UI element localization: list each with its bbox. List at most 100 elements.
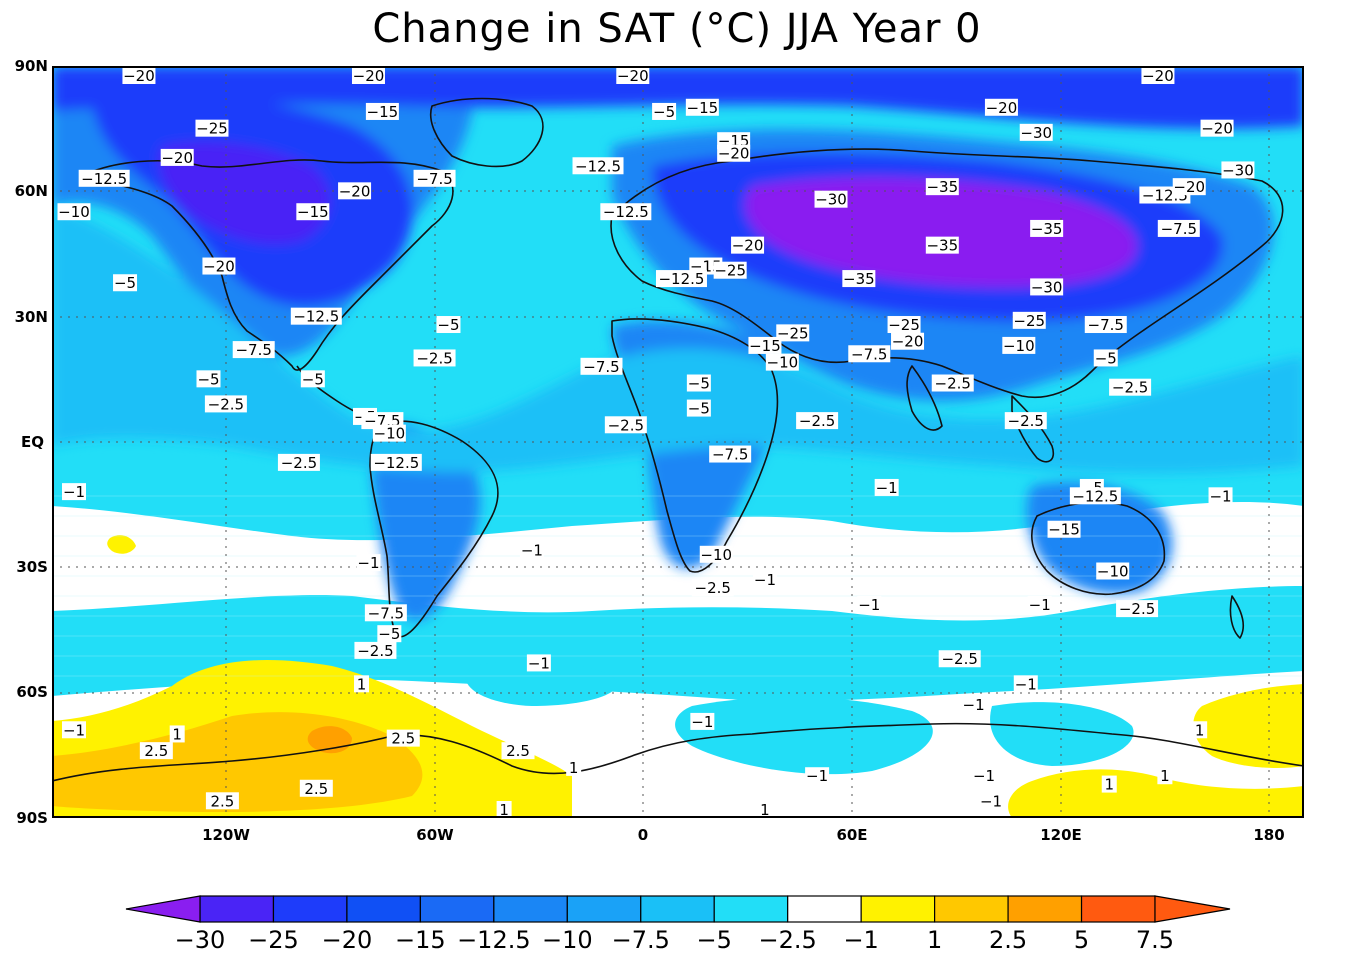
contour-label-text: −5: [1095, 349, 1117, 367]
contour-label: −2.5: [931, 374, 974, 393]
coast-india: [906, 365, 943, 431]
contour-label-box: [699, 545, 733, 563]
contour-label-box: [765, 353, 799, 371]
contour-label-box: [1047, 520, 1081, 538]
colorbar-swatch: [493, 895, 568, 923]
contour-label: −20: [1200, 120, 1234, 138]
contour-label: −15: [365, 102, 399, 121]
contour-label-box: [1141, 67, 1175, 84]
contour-label-box: [296, 203, 330, 221]
contour-label-box: [752, 570, 777, 588]
lon-label-60e: 60E: [836, 826, 868, 844]
colorbar-swatch: [713, 895, 789, 923]
contour-label-text: −1: [1209, 487, 1231, 505]
contour-label-box: [299, 779, 333, 797]
contour-label: −10: [1096, 562, 1130, 581]
contour-label: −2.5: [1004, 412, 1047, 430]
contour-label-box: [62, 721, 86, 739]
contour-label: −20: [1141, 67, 1175, 85]
colorbar-tick-label: −25: [248, 926, 299, 954]
contour-label: −25: [195, 120, 229, 138]
contour-label-box: [690, 712, 715, 730]
temperature-map: −20 −20 −20 −20−25−15 −5 −15 −20−30 −20−20−12.5…: [52, 66, 1304, 818]
coast-greenland: [430, 97, 544, 168]
colorbar-swatch: [787, 895, 862, 923]
contour-label: 2.5: [299, 779, 333, 798]
contour-label-text: −1: [1029, 596, 1051, 614]
contour-label-text: −2.5: [1119, 600, 1155, 618]
lon-label-180: 180: [1253, 826, 1285, 844]
contour-label: −12.5: [572, 157, 624, 175]
contour-label: −7.5: [232, 341, 275, 359]
colorbar-swatch: [934, 895, 1009, 923]
contour-label-text: −20: [1142, 67, 1174, 85]
contour-label-box: [519, 541, 544, 559]
contour-label-text: −2.5: [281, 454, 317, 472]
contour-label-text: −5: [437, 316, 459, 334]
contour-label: −10: [765, 353, 799, 372]
contour-label-box: [709, 445, 752, 463]
contour-label-text: −5: [302, 370, 324, 388]
contour-label-box: [377, 625, 402, 643]
contour-label-text: −7.5: [235, 341, 271, 359]
contour-label: −25: [713, 261, 747, 280]
contour-label-text: 1: [1160, 767, 1170, 785]
lat-label-60n: 60N: [14, 182, 48, 200]
contour-label-box: [501, 742, 535, 760]
contour-label-text: −30: [1031, 278, 1063, 296]
contour-label-box: [1101, 775, 1117, 793]
contour-label-box: [232, 341, 275, 359]
colorbar-tick-label: −30: [174, 926, 226, 954]
coast-africa: [611, 318, 779, 573]
contour-label-text: −15: [1048, 521, 1080, 539]
contour-label-box: [984, 98, 1018, 116]
contour-label-box: [1019, 123, 1053, 141]
contour-label: 2.5: [205, 792, 239, 810]
contour-label-text: −35: [926, 178, 958, 196]
contour-label-text: −2.5: [799, 412, 835, 430]
colorbar-swatch: [566, 895, 642, 923]
contour-label-text: −5: [653, 103, 675, 121]
colorbar-low-arrow: [125, 895, 201, 923]
contour-label-box: [1096, 562, 1130, 580]
contour-label-box: [1157, 767, 1173, 785]
contour-label-box: [686, 399, 711, 417]
colorbar-swatches: [125, 895, 1231, 923]
contour-label-text: −15: [687, 99, 719, 117]
contour-label-text: −2.5: [1008, 412, 1044, 430]
contour-label: −2.5: [413, 349, 456, 367]
contour-label-box: [413, 169, 456, 187]
north-america-very-cold: [158, 142, 331, 245]
lat-label-60s: 60S: [16, 683, 48, 701]
contour-label-box: [776, 324, 810, 342]
contour-label-text: −5: [688, 400, 710, 418]
contour-label-text: 1: [1195, 721, 1205, 739]
contour-label: 1: [1101, 775, 1117, 794]
contour-label: −10: [699, 545, 733, 564]
contour-label: −1: [62, 483, 86, 501]
contour-label: −15: [296, 203, 330, 221]
contour-label-text: −1: [691, 713, 713, 731]
contour-label-text: −20: [339, 182, 371, 200]
lon-label-0: 0: [637, 826, 649, 844]
contour-label: −2.5: [796, 412, 839, 430]
contour-label-box: [1069, 487, 1121, 505]
contour-label: −20: [984, 98, 1018, 117]
contour-label: −12.5: [290, 307, 342, 326]
colorbar-high-arrow: [1154, 895, 1231, 923]
contour-label-text: −2.5: [608, 416, 644, 434]
contour-label-text: −7.5: [583, 358, 619, 376]
warm-anomaly-east: [1193, 684, 1304, 768]
contour-label-box: [1012, 311, 1046, 329]
contour-label: −7.5: [848, 345, 891, 363]
contour-label-text: −7.5: [1161, 220, 1197, 238]
contour-label-box: [78, 169, 130, 187]
lon-label-120w: 120W: [202, 826, 250, 844]
contour-label-text: 2.5: [506, 742, 530, 760]
contour-label-box: [436, 316, 461, 334]
contour-label: −2.5: [938, 650, 981, 668]
contour-label-text: −12.5: [603, 203, 649, 221]
contour-label: 1: [496, 801, 512, 818]
contour-label-text: 2.5: [304, 780, 328, 798]
contour-label-text: −12.5: [658, 270, 704, 288]
